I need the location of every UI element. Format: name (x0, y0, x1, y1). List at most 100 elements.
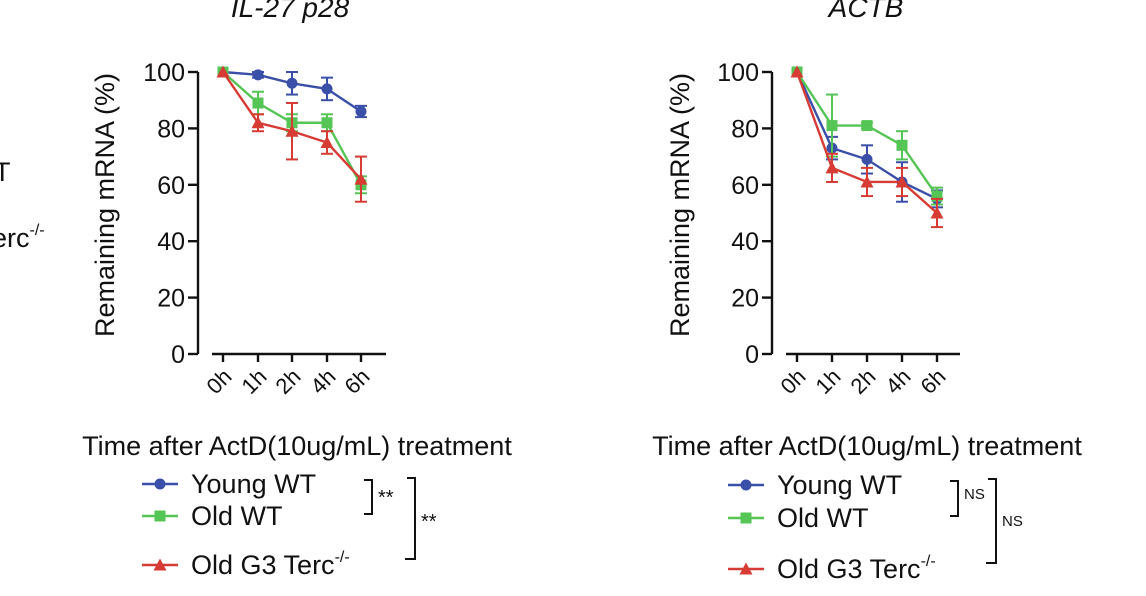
series-young-wt (217, 66, 367, 119)
data-point (321, 117, 333, 129)
x-tick-label: 2h (846, 364, 881, 399)
data-point (355, 105, 367, 117)
y-tick-label: 100 (717, 59, 759, 87)
inner-bracket (364, 479, 373, 515)
inner-significance-label: NS (964, 486, 985, 503)
y-tick-label: 0 (745, 341, 759, 369)
data-point (896, 139, 908, 151)
legend-label-text: Old WT (191, 501, 283, 531)
legend-label: Old WT (191, 501, 283, 531)
data-point (860, 175, 874, 188)
axes: 0 20 40 60 80 100 0h 1h 2h 4h 6h (143, 59, 386, 399)
y-tick-label: 80 (731, 115, 759, 143)
data-point (930, 206, 944, 219)
outer-bracket (986, 478, 997, 564)
data-point (251, 116, 265, 129)
y-tick-label: 80 (157, 115, 185, 143)
data-point (931, 190, 943, 202)
data-point (216, 65, 230, 78)
y-tick-label: 40 (731, 228, 759, 256)
y-axis-label: Remaining mRNA (%) (90, 73, 120, 337)
outer-significance-label: NS (1002, 513, 1023, 530)
partial-legend-terc-sup: -/- (30, 222, 45, 239)
legend-label: Young WT (191, 469, 316, 499)
legend-item: Old G3 Terc-/- (728, 553, 936, 584)
outer-significance-label: ** (421, 511, 437, 533)
y-tick-label: 0 (171, 341, 185, 369)
x-tick-label: 4h (881, 364, 916, 399)
legend-label-text: Old WT (777, 503, 869, 533)
axes: 0 20 40 60 80 100 0h 1h 2h 4h 6h (717, 59, 960, 399)
x-tick-label: 6h (340, 364, 375, 399)
x-tick-label: 0h (776, 364, 811, 399)
legend-item: Old WT (728, 503, 869, 533)
data-point (861, 153, 873, 165)
partial-legend-wt: T (0, 157, 11, 187)
plot-area (216, 65, 368, 203)
legend-label-sup: -/- (921, 553, 936, 570)
chart-actb: ACTB Remaining mRNA (%) 0 20 40 60 80 100 0h 1h… (652, 0, 1082, 584)
x-tick-label: 6h (916, 364, 951, 399)
left-partial-legend: T erc-/- (0, 157, 45, 253)
legend-label-text: Old G3 Terc (777, 554, 921, 584)
data-point (286, 77, 298, 89)
legend-item: Young WT (142, 469, 316, 499)
partial-legend-terc-text: erc (0, 223, 30, 253)
y-tick-label: 20 (731, 285, 759, 313)
legend-label: Old WT (777, 503, 869, 533)
data-point (285, 124, 299, 137)
y-tick-label: 60 (731, 172, 759, 200)
legend-item: Old WT (142, 501, 283, 531)
series-old-g3-terc (790, 65, 944, 229)
x-axis-label: Time after ActD(10ug/mL) treatment (652, 431, 1082, 461)
data-point (861, 120, 873, 132)
legend-marker (153, 558, 167, 571)
data-point (895, 175, 909, 188)
legend-label-text: Young WT (191, 469, 316, 499)
x-axis-label: Time after ActD(10ug/mL) treatment (82, 431, 512, 461)
y-tick-label: 60 (157, 172, 185, 200)
data-point (354, 172, 368, 185)
x-tick-label: 1h (811, 364, 846, 399)
legend-item: Young WT (728, 470, 902, 500)
data-point (252, 97, 264, 109)
legend-label-text: Old G3 Terc (191, 550, 335, 580)
data-point (826, 120, 838, 132)
data-point (252, 69, 264, 81)
y-tick-label: 100 (143, 59, 185, 87)
x-tick-label: 0h (202, 364, 237, 399)
chart-title: ACTB (827, 0, 904, 23)
partial-legend-terc: erc-/- (0, 222, 45, 253)
data-point (321, 83, 333, 95)
legend-marker (740, 479, 752, 491)
plot-area (790, 65, 944, 229)
y-tick-label: 20 (157, 285, 185, 313)
chart-title: IL-27 p28 (231, 0, 350, 23)
outer-bracket (405, 477, 416, 560)
data-point (825, 161, 839, 174)
series-old-g3-terc (216, 65, 368, 203)
legend-label: Old G3 Terc-/- (777, 553, 936, 584)
legend-marker (739, 562, 753, 575)
legend-marker (154, 510, 166, 522)
legend-marker (154, 478, 166, 490)
x-tick-label: 2h (271, 364, 306, 399)
legend-label-sup: -/- (335, 549, 350, 566)
legend-item: Old G3 Terc-/- (142, 549, 350, 580)
inner-bracket (950, 480, 959, 517)
significance-brackets: NS NS (950, 478, 1023, 564)
legend-marker (740, 512, 752, 524)
inner-significance-label: ** (378, 487, 394, 509)
legend-label-text: Young WT (777, 470, 902, 500)
x-tick-label: 1h (237, 364, 272, 399)
x-tick-label: 4h (306, 364, 341, 399)
data-point (790, 65, 804, 78)
y-axis-label: Remaining mRNA (%) (665, 73, 695, 337)
legend-label: Young WT (777, 470, 902, 500)
legend-label: Old G3 Terc-/- (191, 549, 350, 580)
y-tick-label: 40 (157, 228, 185, 256)
significance-brackets: ** ** (364, 477, 437, 560)
